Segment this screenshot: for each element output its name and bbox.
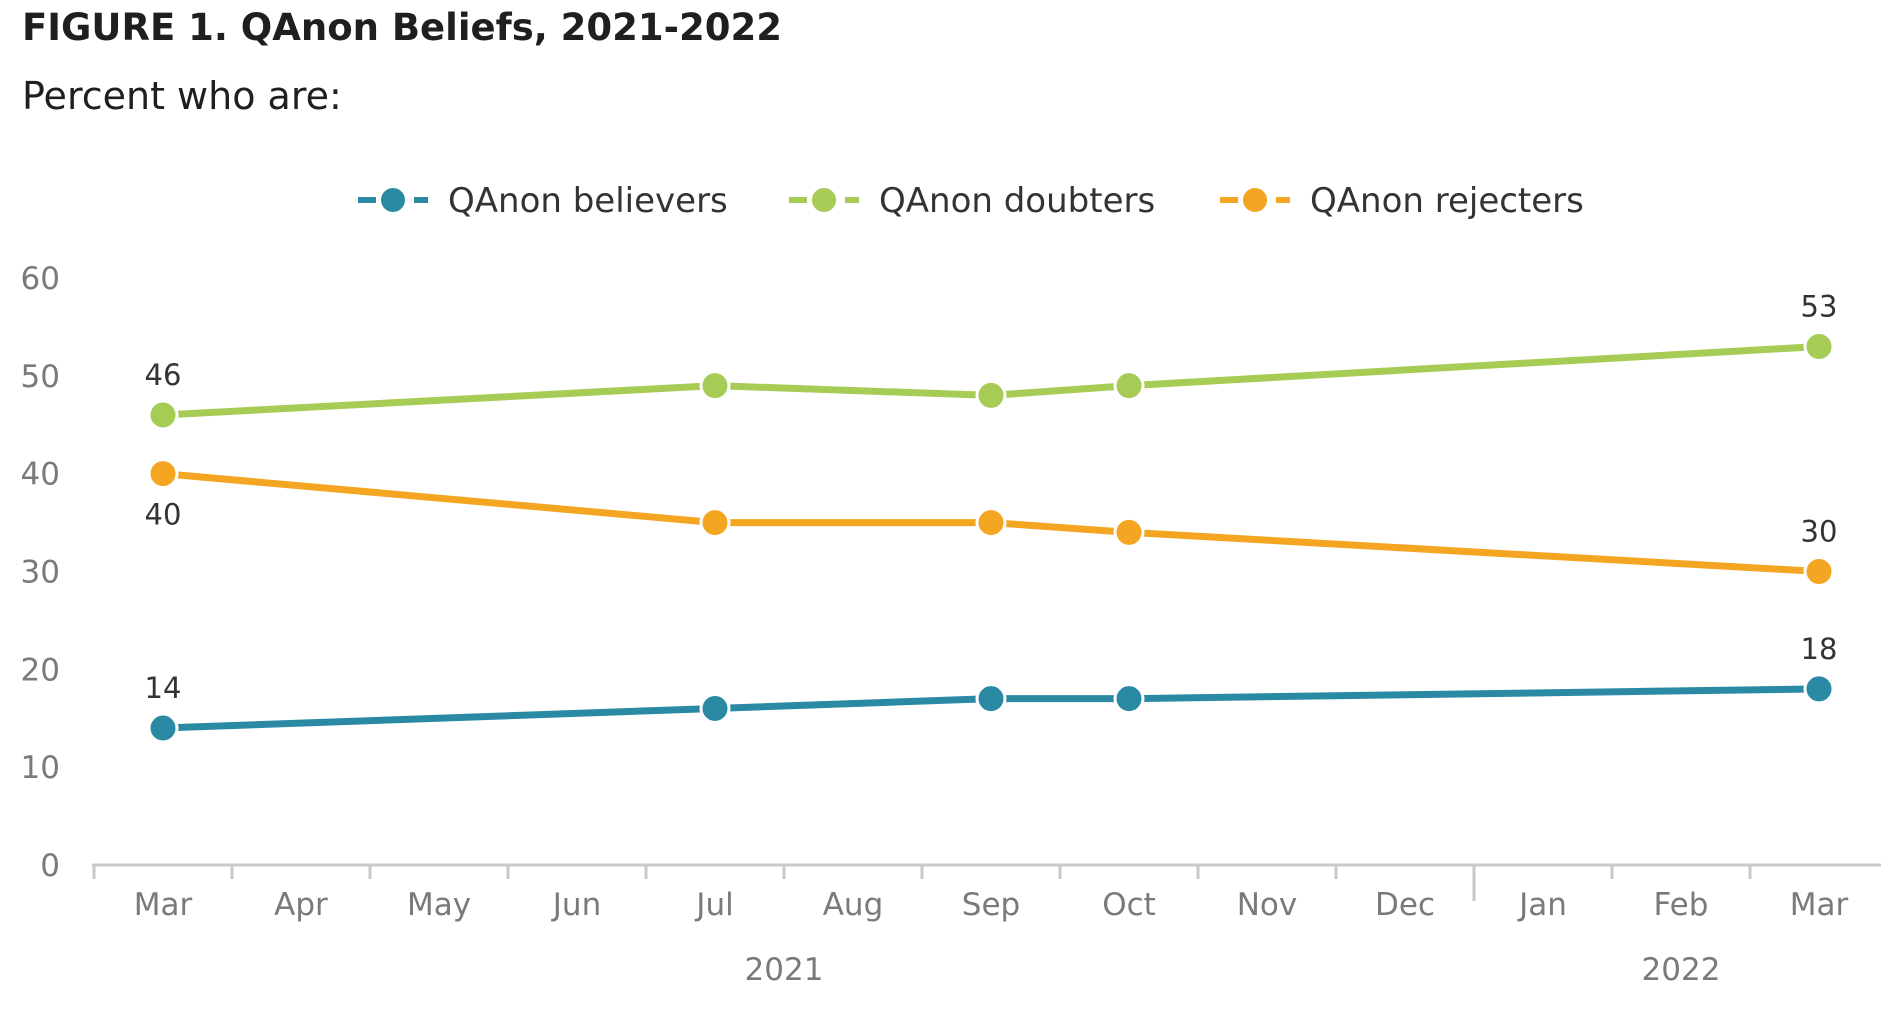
- data-point: [1113, 370, 1145, 402]
- y-tick-label: 60: [21, 261, 60, 297]
- legend-marker: [810, 186, 838, 214]
- x-tick-label: Oct: [1102, 887, 1156, 923]
- x-tick-label: Feb: [1654, 887, 1709, 923]
- data-point: [699, 692, 731, 724]
- x-tick-label: Jul: [694, 887, 733, 923]
- data-label: 46: [145, 358, 182, 392]
- y-tick-label: 50: [21, 359, 60, 395]
- data-point: [975, 683, 1007, 715]
- x-tick-label: Aug: [823, 887, 884, 923]
- legend-marker: [379, 186, 407, 214]
- y-tick-label: 30: [21, 555, 60, 591]
- y-tick-label: 10: [21, 750, 60, 786]
- data-point: [699, 507, 731, 539]
- data-label: 30: [1801, 515, 1838, 549]
- legend-marker: [1241, 186, 1269, 214]
- year-label: 2022: [1642, 952, 1721, 988]
- x-tick-label: Jan: [1517, 887, 1567, 923]
- x-tick-label: Mar: [134, 887, 193, 923]
- data-point: [1803, 330, 1835, 362]
- data-point: [147, 458, 179, 490]
- data-point: [1113, 516, 1145, 548]
- data-point: [147, 712, 179, 744]
- x-tick-label: May: [407, 887, 471, 923]
- data-point: [699, 370, 731, 402]
- figure-subtitle: Percent who are:: [22, 74, 342, 118]
- x-tick-label: Nov: [1237, 887, 1298, 923]
- data-point: [975, 507, 1007, 539]
- data-label: 18: [1801, 632, 1838, 666]
- y-tick-label: 40: [21, 457, 60, 493]
- x-tick-label: Sep: [962, 887, 1020, 923]
- x-tick-label: Jun: [551, 887, 601, 923]
- x-tick-label: Apr: [274, 887, 328, 923]
- data-label: 40: [145, 498, 182, 532]
- legend-entry: QAnon believers: [448, 181, 728, 221]
- legend-entry: QAnon rejecters: [1310, 181, 1584, 221]
- legend-entry: QAnon doubters: [879, 181, 1155, 221]
- x-tick-label: Mar: [1790, 887, 1849, 923]
- data-label: 14: [145, 671, 182, 705]
- figure-title: FIGURE 1. QAnon Beliefs, 2021-2022: [22, 6, 782, 49]
- data-label: 53: [1801, 289, 1838, 323]
- data-point: [147, 399, 179, 431]
- data-point: [1803, 556, 1835, 587]
- y-tick-label: 0: [40, 848, 60, 884]
- data-point: [975, 379, 1007, 411]
- y-tick-label: 20: [21, 652, 60, 688]
- data-point: [1803, 673, 1835, 705]
- x-tick-label: Dec: [1375, 887, 1435, 923]
- data-point: [1113, 683, 1145, 715]
- year-label: 2021: [745, 952, 824, 988]
